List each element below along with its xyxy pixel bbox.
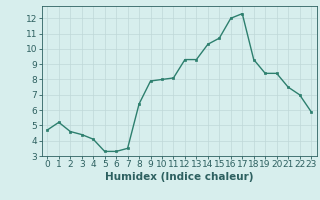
X-axis label: Humidex (Indice chaleur): Humidex (Indice chaleur) xyxy=(105,172,253,182)
